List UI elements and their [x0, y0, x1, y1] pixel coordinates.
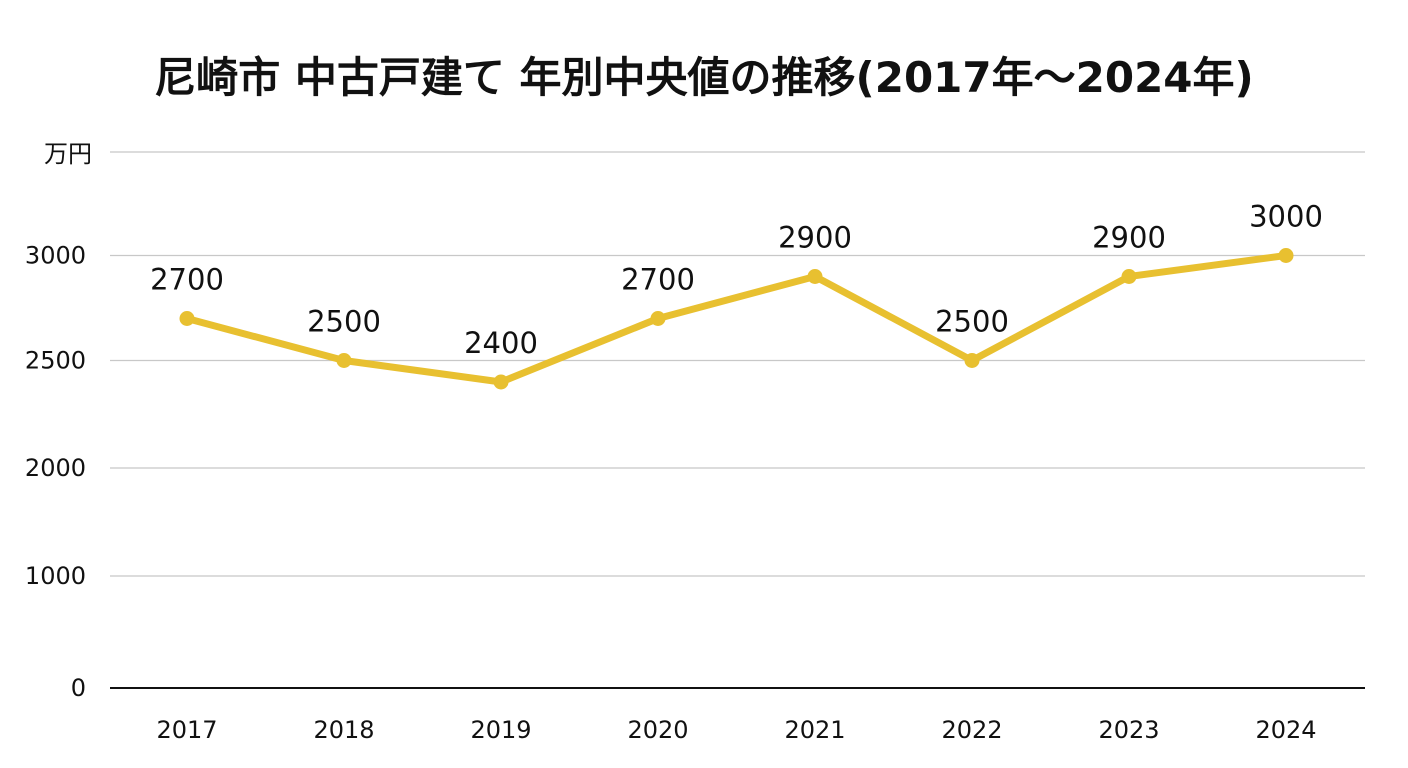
data-point — [964, 353, 980, 368]
y-axis-unit-label: 万円 — [44, 140, 92, 168]
x-tick-labels: 2017 2018 2019 2020 2021 2022 2023 2024 — [156, 716, 1316, 744]
data-point — [179, 311, 195, 326]
data-point — [1121, 269, 1137, 284]
data-point — [336, 353, 352, 368]
y-tick-label: 2500 — [25, 347, 86, 375]
y-tick-label: 2000 — [25, 454, 86, 482]
x-tick-label: 2023 — [1098, 716, 1159, 744]
data-label: 2700 — [621, 263, 695, 297]
data-label: 2900 — [778, 221, 852, 255]
series-line — [183, 252, 1290, 386]
y-tick-labels: 0 1000 2000 2500 3000 — [25, 242, 86, 703]
x-tick-label: 2021 — [784, 716, 845, 744]
data-labels: 2700 2500 2400 2700 2900 2500 2900 3000 — [150, 200, 1323, 361]
data-label: 2500 — [307, 305, 381, 339]
x-tick-label: 2022 — [941, 716, 1002, 744]
data-label: 3000 — [1249, 200, 1323, 234]
x-tick-label: 2019 — [470, 716, 531, 744]
data-label: 2900 — [1092, 221, 1166, 255]
x-tick-label: 2017 — [156, 716, 217, 744]
y-tick-label: 1000 — [25, 562, 86, 590]
series-layer — [179, 248, 1294, 390]
y-tick-label: 0 — [71, 674, 86, 702]
data-point — [1278, 248, 1294, 263]
data-point — [650, 311, 666, 326]
gridlines — [110, 151, 1365, 689]
y-tick-label: 3000 — [25, 242, 86, 270]
data-label: 2400 — [464, 326, 538, 360]
x-tick-label: 2024 — [1255, 716, 1316, 744]
x-tick-label: 2018 — [313, 716, 374, 744]
x-tick-label: 2020 — [627, 716, 688, 744]
data-point — [493, 374, 509, 390]
data-label: 2700 — [150, 263, 224, 297]
data-point — [807, 269, 823, 284]
data-label: 2500 — [935, 305, 1009, 339]
chart-title: 尼崎市 中古戸建て 年別中央値の推移(2017年～2024年) — [154, 53, 1254, 102]
